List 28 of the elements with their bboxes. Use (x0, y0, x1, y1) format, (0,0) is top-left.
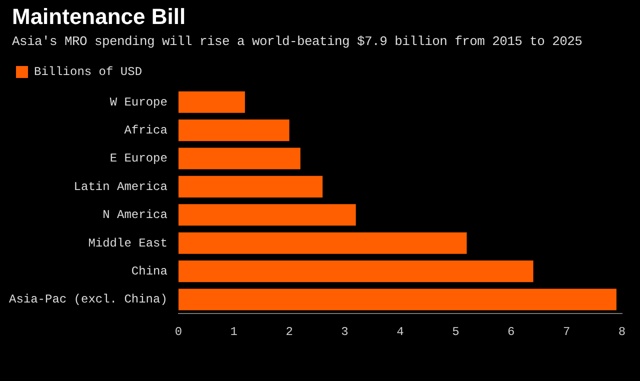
y-tick-label: Asia-Pac (excl. China) (8, 292, 168, 307)
bar (178, 120, 290, 142)
y-tick-label: W Europe (110, 95, 168, 110)
x-tick-label: 3 (341, 324, 348, 339)
bar (178, 232, 467, 254)
x-tick-label: 0 (174, 324, 182, 339)
y-tick-label: E Europe (110, 152, 168, 166)
chart-title: Maintenance Bill (12, 4, 186, 30)
legend-label: Billions of USD (34, 65, 142, 80)
x-tick-label: 1 (230, 324, 238, 339)
x-tick-label: 8 (618, 324, 626, 339)
x-tick-label: 6 (508, 324, 515, 339)
x-tick-label: 2 (286, 324, 293, 339)
y-tick-label: China (131, 264, 168, 278)
chart-subtitle: Asia's MRO spending will rise a world-beating $7.9 billion from 2015 to 2025 (12, 34, 582, 49)
x-tick-label: 5 (452, 324, 460, 339)
y-tick-label: Africa (124, 123, 168, 138)
y-tick-label: Middle East (88, 236, 168, 250)
y-tick-label: Latin America (74, 180, 168, 194)
x-tick-label: 4 (396, 324, 404, 339)
bar (178, 288, 616, 310)
bar (178, 91, 245, 113)
y-tick-label: N America (102, 208, 168, 222)
bar (178, 204, 356, 226)
x-tick-label: 7 (562, 324, 570, 339)
bar (178, 148, 300, 170)
bar (178, 260, 534, 282)
bar (178, 176, 323, 198)
